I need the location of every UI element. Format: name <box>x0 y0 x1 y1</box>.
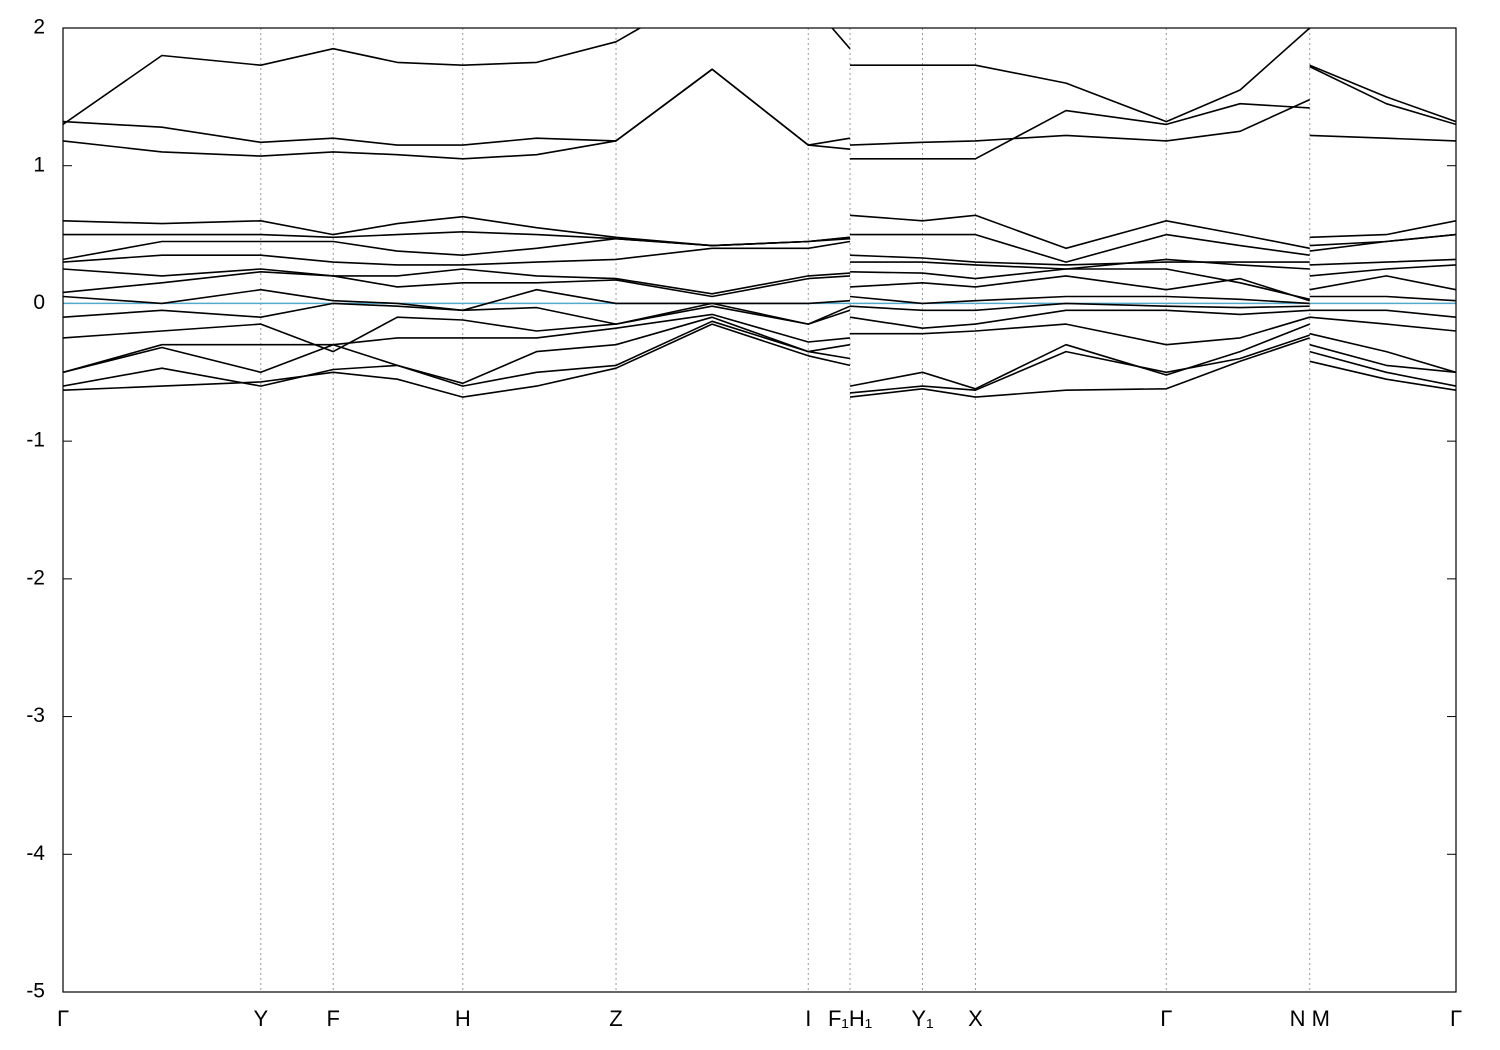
y-tick-label: 0 <box>33 291 45 314</box>
band-line <box>63 313 1456 374</box>
x-tick-label: F₁H₁ <box>828 1006 872 1031</box>
y-tick-label: -3 <box>26 704 45 727</box>
x-tick-label: H <box>455 1006 471 1031</box>
band-line <box>63 65 1456 146</box>
band-line <box>63 233 1456 266</box>
x-tick-label: I <box>805 1006 811 1031</box>
band-line <box>63 28 1456 126</box>
y-tick-label: 2 <box>33 16 45 39</box>
band-line <box>63 323 1456 398</box>
x-tick-label: Γ <box>1160 1006 1172 1031</box>
y-tick-label: 1 <box>33 153 45 176</box>
band-line <box>63 271 1456 302</box>
y-tick-label: -5 <box>26 980 45 1003</box>
y-tick-label: -4 <box>26 842 45 865</box>
band-line <box>63 264 1456 301</box>
x-tick-label: N M <box>1290 1006 1330 1031</box>
band-line <box>63 320 1456 394</box>
x-tick-label: Y <box>253 1006 268 1031</box>
y-tick-label: -2 <box>26 566 45 589</box>
band-line <box>63 214 1456 250</box>
plot-area <box>63 28 1456 398</box>
plot-frame <box>62 27 1457 993</box>
band-line <box>63 288 1456 312</box>
band-line <box>63 316 1456 390</box>
y-tick-label: -1 <box>26 429 45 452</box>
x-tick-label: Y₁ <box>911 1006 933 1031</box>
band-line <box>63 305 1456 353</box>
x-tick-label: X <box>968 1006 983 1031</box>
band-line <box>63 68 1456 160</box>
x-tick-label: Γ <box>1450 1006 1462 1031</box>
x-tick-label: F <box>327 1006 340 1031</box>
x-tick-label: Γ <box>57 1006 69 1031</box>
x-tick-label: Z <box>609 1006 622 1031</box>
band-line <box>63 240 1456 270</box>
